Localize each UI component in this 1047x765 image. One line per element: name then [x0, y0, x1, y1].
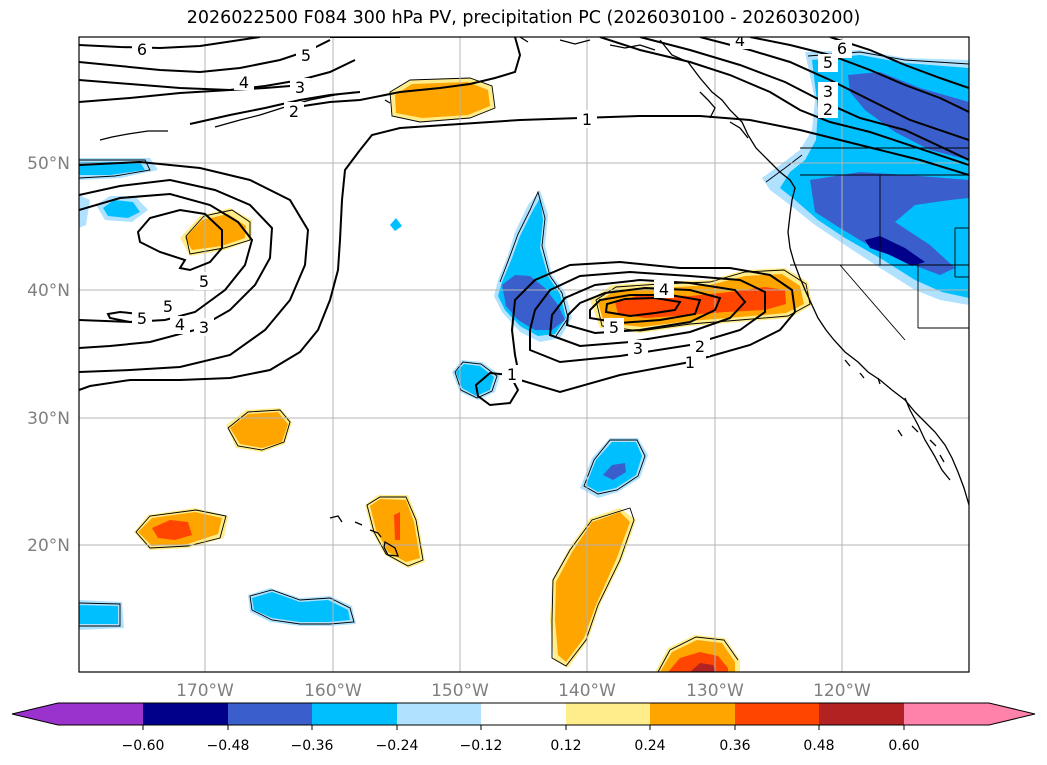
colorbar-tick-label: −0.12	[460, 738, 503, 754]
colorbar-segment	[397, 703, 482, 725]
colorbar-extend-left	[12, 703, 58, 725]
neg-area-small	[252, 592, 350, 622]
lon-label: 140°W	[558, 681, 616, 701]
contour-label: 3	[295, 78, 305, 97]
colorbar-tick-label: −0.24	[376, 738, 419, 754]
contour-label: 4	[735, 31, 745, 50]
state-borders	[790, 147, 969, 341]
neg-area-small	[456, 364, 494, 396]
latitude-labels: 50°N 40°N 30°N 20°N	[27, 154, 70, 556]
longitude-labels: 170°W 160°W 150°W 140°W 130°W 120°W	[176, 681, 871, 701]
colorbar-segment	[143, 703, 229, 725]
contour-label: 1	[582, 110, 592, 129]
colorbar-tick-label: 0.48	[803, 738, 834, 754]
colorbar-segment	[819, 703, 905, 725]
colorbar-segment	[228, 703, 313, 725]
map-title: 2026022500 F084 300 hPa PV, precipitatio…	[186, 8, 861, 28]
contour-label: 1	[507, 365, 517, 384]
lon-label: 130°W	[686, 681, 744, 701]
colorbar-segment	[650, 703, 736, 725]
colorbar-tick-label: −0.60	[122, 738, 165, 754]
lon-label: 170°W	[176, 681, 234, 701]
contour-label: 2	[823, 100, 833, 119]
contour-label: 4	[659, 280, 669, 299]
neg-area-central	[502, 275, 565, 330]
contour-label: 5	[163, 297, 173, 316]
pos-area-west	[185, 214, 246, 250]
colorbar-extend-right	[989, 703, 1035, 725]
colorbar-tick-label: 0.36	[719, 738, 750, 754]
contour-label: 1	[685, 353, 695, 372]
contour-label: 4	[239, 73, 249, 92]
contour-label: 3	[199, 318, 209, 337]
colorbar-tick-label: 0.60	[888, 738, 919, 754]
contour-label: 5	[301, 46, 311, 65]
contour-labels: 6 5 4 3 2 1 1 4 5 5 5 4 3 1	[132, 31, 852, 384]
lon-label: 150°W	[431, 681, 489, 701]
contour-label: 6	[837, 39, 847, 58]
colorbar-ticks	[142, 725, 905, 730]
contour-label: 5	[137, 309, 147, 328]
contour-label: 6	[137, 40, 147, 59]
neg-area-small	[79, 605, 118, 624]
precip-shading	[79, 50, 969, 672]
colorbar-segment	[904, 703, 990, 725]
lat-label: 40°N	[27, 281, 70, 301]
map-frame	[78, 36, 970, 673]
neg-area-west-edge	[103, 200, 140, 218]
colorbar-tick-label: 0.24	[634, 738, 665, 754]
colorbar-segment	[566, 703, 651, 725]
lat-label: 50°N	[27, 154, 70, 174]
contour-label: 3	[633, 339, 643, 358]
contour-label: 4	[175, 315, 185, 334]
contour-label: 5	[823, 53, 833, 72]
contour-label: 2	[695, 337, 705, 356]
shading-outlines	[79, 51, 969, 672]
pos-area-central	[615, 287, 786, 318]
map-panel: 6 5 4 3 2 1 1 4 5 5 5 4 3 1	[79, 31, 969, 672]
colorbar-tick-label: −0.36	[291, 738, 334, 754]
pos-area-south	[690, 663, 716, 672]
colorbar-segment	[735, 703, 820, 725]
lat-label: 20°N	[27, 536, 70, 556]
lat-label: 30°N	[27, 409, 70, 429]
pos-area-small	[394, 512, 400, 540]
colorbar-tick-label: −0.48	[207, 738, 250, 754]
pv-contours	[79, 37, 969, 407]
pos-area-small	[152, 520, 192, 540]
pos-area-small	[230, 412, 288, 448]
neg-area-northwest	[810, 172, 969, 275]
neg-area-northwest	[848, 72, 969, 160]
neg-area-small	[390, 218, 402, 231]
colorbar-segment	[58, 703, 144, 725]
neg-area-small	[603, 463, 626, 480]
colorbar-outline	[11, 702, 1036, 726]
contour-label: 5	[609, 318, 619, 337]
contour-label: 3	[823, 82, 833, 101]
colorbar-segment	[312, 703, 397, 725]
colorbar-segment	[481, 703, 566, 725]
lon-label: 120°W	[813, 681, 871, 701]
colorbar: −0.60 −0.48 −0.36 −0.24 −0.12 0.12 0.24 …	[11, 702, 1036, 754]
pos-area-south	[555, 512, 630, 662]
lon-label: 160°W	[304, 681, 362, 701]
contour-label: 5	[199, 272, 209, 291]
colorbar-tick-label: 0.12	[550, 738, 581, 754]
neg-area-west-edge	[79, 195, 90, 228]
neg-area-west-edge	[79, 162, 145, 175]
contour-label: 2	[289, 102, 299, 121]
